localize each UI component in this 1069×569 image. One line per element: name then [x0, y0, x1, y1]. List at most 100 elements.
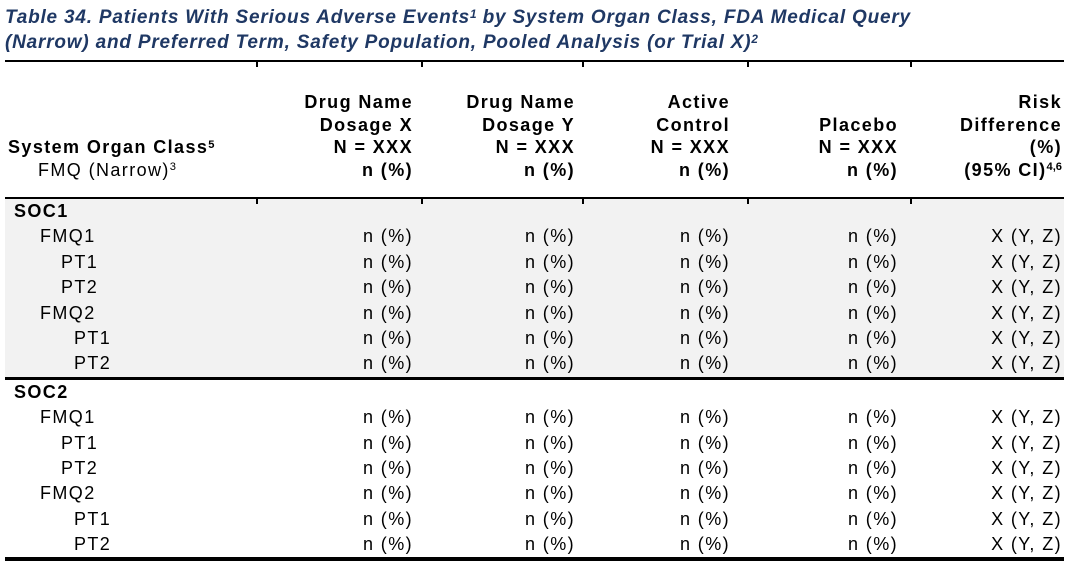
- risk-difference-cell: X (Y, Z): [991, 457, 1062, 478]
- data-cell: n (%): [847, 508, 898, 529]
- soc-header-line: System Organ Class5: [8, 137, 215, 157]
- row-label: FMQ2: [40, 302, 96, 323]
- data-cell: n (%): [847, 432, 898, 453]
- data-cell: n (%): [524, 353, 575, 374]
- data-cell: n (%): [362, 251, 413, 272]
- table-title-line2: (Narrow) and Preferred Term, Safety Popu…: [5, 31, 1064, 56]
- column-divider-tick: [747, 62, 749, 67]
- footnote-ref-2: 2: [751, 32, 758, 46]
- footnote-ref-5: 5: [208, 138, 215, 151]
- risk-difference-cell: X (Y, Z): [991, 353, 1062, 374]
- table-row: FMQ1 n (%) n (%) n (%) n (%) X (Y, Z): [5, 405, 1064, 430]
- header-line: n (%): [362, 159, 413, 180]
- title-text: by System Organ Class, FDA Medical Query: [476, 7, 911, 28]
- data-cell: n (%): [524, 226, 575, 247]
- data-cell: n (%): [679, 353, 730, 374]
- column-divider-tick: [256, 199, 258, 204]
- data-cell: n (%): [524, 302, 575, 323]
- footnote-ref-1: 1: [469, 7, 477, 21]
- data-cell: n (%): [362, 457, 413, 478]
- header-line: Risk: [1018, 92, 1062, 112]
- data-cell: n (%): [679, 327, 730, 348]
- data-cell: n (%): [524, 534, 575, 555]
- data-cell: n (%): [362, 483, 413, 504]
- column-divider-tick: [421, 62, 423, 67]
- data-cell: [415, 380, 577, 405]
- table-row: PT2 n (%) n (%) n (%) n (%) X (Y, Z): [5, 532, 1064, 557]
- table-row: PT1 n (%) n (%) n (%) n (%) X (Y, Z): [5, 325, 1064, 352]
- table-title: Table 34. Patients With Serious Adverse …: [5, 6, 1064, 56]
- data-cell: [415, 199, 577, 224]
- data-cell: n (%): [524, 407, 575, 428]
- row-label: PT2: [61, 457, 99, 478]
- data-cell: [255, 380, 415, 405]
- header-line: Dosage X: [319, 114, 413, 135]
- header-line: Drug Name: [466, 92, 575, 112]
- adverse-events-table: System Organ Class5 FMQ (Narrow)3 Drug N…: [5, 60, 1064, 562]
- data-cell: n (%): [679, 277, 730, 298]
- column-divider-tick: [910, 62, 912, 67]
- column-divider-tick: [582, 62, 584, 67]
- table-header: System Organ Class5 FMQ (Narrow)3 Drug N…: [5, 60, 1064, 199]
- footnote-ref-3: 3: [169, 161, 177, 174]
- column-header-placebo: Placebo N = XXX n (%): [732, 91, 900, 181]
- title-text: Table 34. Patients With Serious Adverse …: [5, 7, 470, 28]
- column-divider-tick: [256, 62, 258, 67]
- row-label: PT1: [74, 327, 112, 348]
- data-cell: n (%): [524, 457, 575, 478]
- data-cell: n (%): [847, 534, 898, 555]
- header-line: (%): [1029, 137, 1062, 157]
- table-title-line1: Table 34. Patients With Serious Adverse …: [5, 6, 1064, 31]
- header-line: [732, 91, 898, 114]
- data-cell: n (%): [362, 302, 413, 323]
- data-cell: n (%): [362, 327, 413, 348]
- data-cell: n (%): [362, 534, 413, 555]
- risk-difference-cell: X (Y, Z): [991, 302, 1062, 323]
- column-header-system-organ-class: System Organ Class5 FMQ (Narrow)3: [5, 91, 255, 181]
- data-cell: n (%): [679, 302, 730, 323]
- risk-difference-cell: [900, 199, 1064, 224]
- data-cell: [732, 199, 900, 224]
- row-label: PT2: [74, 534, 112, 555]
- risk-difference-cell: X (Y, Z): [991, 407, 1062, 428]
- risk-difference-cell: X (Y, Z): [991, 251, 1062, 272]
- row-label: PT2: [61, 277, 99, 298]
- data-cell: n (%): [679, 457, 730, 478]
- data-cell: n (%): [847, 353, 898, 374]
- row-label: SOC2: [14, 381, 69, 402]
- header-line: Control: [656, 114, 730, 135]
- header-line: N = XXX: [818, 137, 898, 157]
- data-cell: n (%): [847, 277, 898, 298]
- data-cell: [577, 380, 732, 405]
- row-label: PT2: [74, 353, 112, 374]
- column-divider-tick: [747, 199, 749, 204]
- data-cell: n (%): [362, 407, 413, 428]
- header-line: N = XXX: [650, 137, 730, 157]
- risk-difference-cell: X (Y, Z): [991, 226, 1062, 247]
- data-cell: n (%): [524, 432, 575, 453]
- data-cell: n (%): [362, 432, 413, 453]
- table-row: PT2 n (%) n (%) n (%) n (%) X (Y, Z): [5, 351, 1064, 377]
- column-header-drug-dosage-y: Drug Name Dosage Y N = XXX n (%): [415, 91, 577, 181]
- table-row: PT2 n (%) n (%) n (%) n (%) X (Y, Z): [5, 275, 1064, 301]
- risk-difference-cell: X (Y, Z): [991, 534, 1062, 555]
- header-line: Dosage Y: [482, 114, 575, 135]
- table-row: PT1 n (%) n (%) n (%) n (%) X (Y, Z): [5, 431, 1064, 456]
- table-row: FMQ2 n (%) n (%) n (%) n (%) X (Y, Z): [5, 481, 1064, 506]
- header-line: Difference: [959, 114, 1062, 135]
- data-cell: n (%): [847, 407, 898, 428]
- title-text: (Narrow) and Preferred Term, Safety Popu…: [5, 32, 752, 53]
- risk-difference-cell: X (Y, Z): [991, 432, 1062, 453]
- column-header-active-control: Active Control N = XXX n (%): [577, 91, 732, 181]
- table-row-soc1: SOC1: [5, 199, 1064, 225]
- row-label: FMQ1: [40, 407, 96, 428]
- header-line: N = XXX: [333, 137, 413, 157]
- risk-difference-cell: X (Y, Z): [991, 327, 1062, 348]
- risk-difference-cell: [900, 380, 1064, 405]
- data-cell: n (%): [679, 508, 730, 529]
- column-divider-tick: [910, 199, 912, 204]
- row-label: FMQ1: [40, 226, 96, 247]
- table-row-soc2: SOC2: [5, 376, 1064, 405]
- data-cell: [577, 199, 732, 224]
